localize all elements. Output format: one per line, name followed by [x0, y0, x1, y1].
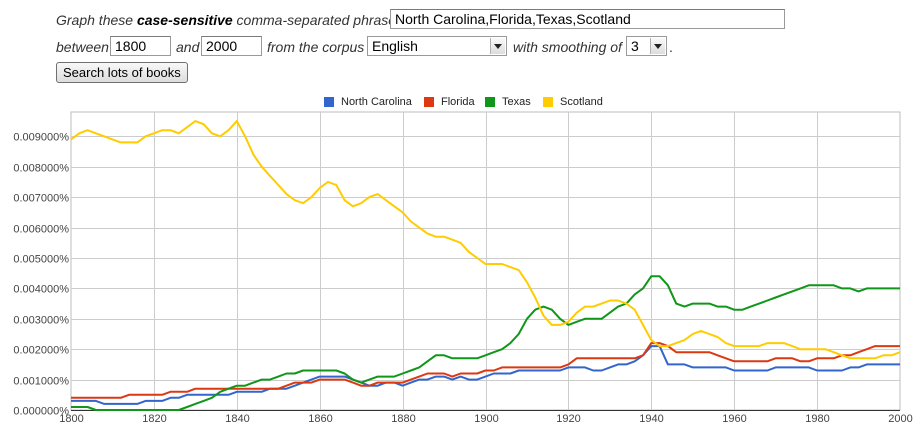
- x-tick-label: 1880: [391, 413, 415, 425]
- y-tick-label: 0.005000%: [13, 254, 69, 266]
- y-tick-label: 0.004000%: [13, 284, 69, 296]
- case-sensitive-label: case-sensitive: [136, 12, 233, 28]
- y-tick-label: 0.008000%: [13, 163, 69, 175]
- between-label: between: [56, 39, 109, 55]
- query-form: Graph these case-sensitive comma-separat…: [0, 0, 920, 90]
- x-tick-label: 1940: [639, 413, 663, 425]
- legend-label: Texas: [502, 96, 531, 108]
- phrases-prompt: Graph these case-sensitive comma-separat…: [56, 12, 407, 28]
- legend-label: Scotland: [560, 96, 603, 108]
- x-tick-label: 1980: [805, 413, 829, 425]
- period-text: .: [669, 39, 673, 55]
- y-tick-label: 0.000000%: [13, 406, 69, 418]
- y-tick-label: 0.003000%: [13, 315, 69, 327]
- legend-label: North Carolina: [341, 96, 412, 108]
- series-line-texas: [71, 275, 900, 411]
- x-tick-label: 1820: [142, 413, 166, 425]
- start-year-input[interactable]: 1800: [110, 36, 171, 56]
- y-tick-label: 0.006000%: [13, 224, 69, 236]
- smoothing-select-value: 3: [631, 38, 639, 54]
- chart-legend: North Carolina Florida Texas Scotland: [0, 94, 920, 110]
- and-label: and: [176, 39, 200, 55]
- series-line-north-carolina: [71, 345, 900, 405]
- phrases-input[interactable]: North Carolina,Florida,Texas,Scotland: [390, 9, 785, 29]
- phrases-prompt-prefix: Graph these: [56, 12, 137, 28]
- phrases-prompt-suffix: comma-separated phrases:: [232, 12, 407, 28]
- x-tick-label: 1800: [59, 413, 83, 425]
- smoothing-label: with smoothing of: [513, 39, 622, 55]
- search-button[interactable]: Search lots of books: [56, 62, 188, 83]
- x-tick-label: 1920: [556, 413, 580, 425]
- legend-swatch: [485, 97, 495, 107]
- y-tick-label: 0.007000%: [13, 193, 69, 205]
- plot-area: [70, 111, 901, 411]
- y-tick-label: 0.002000%: [13, 345, 69, 357]
- legend-swatch: [543, 97, 553, 107]
- legend-swatch: [424, 97, 434, 107]
- x-tick-label: 1860: [308, 413, 332, 425]
- corpus-select[interactable]: English: [367, 36, 507, 56]
- series-line-scotland: [70, 120, 901, 360]
- legend-swatch: [324, 97, 334, 107]
- chevron-down-icon[interactable]: [650, 38, 665, 54]
- corpus-select-value: English: [372, 38, 418, 54]
- corpus-label: from the corpus: [267, 39, 365, 55]
- x-tick-label: 1900: [474, 413, 498, 425]
- x-tick-label: 1840: [225, 413, 249, 425]
- x-tick-label: 2000: [888, 413, 912, 425]
- legend-label: Florida: [441, 96, 475, 108]
- y-tick-label: 0.001000%: [13, 376, 69, 388]
- chevron-down-icon[interactable]: [490, 38, 505, 54]
- series-line-florida: [71, 342, 900, 399]
- y-tick-label: 0.009000%: [13, 132, 69, 144]
- x-tick-label: 1960: [722, 413, 746, 425]
- smoothing-select[interactable]: 3: [626, 36, 667, 56]
- end-year-input[interactable]: 2000: [201, 36, 262, 56]
